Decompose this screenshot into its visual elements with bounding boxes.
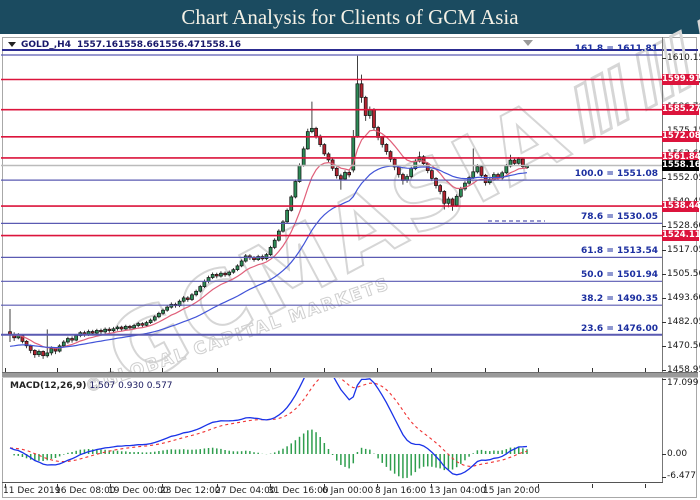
- panel-separator[interactable]: [2, 372, 698, 378]
- time-tick-mark: [110, 484, 111, 488]
- fib-level-label: 50.0 = 1501.94: [580, 270, 658, 281]
- time-tick-label: 13 Jan 04:00: [429, 486, 486, 496]
- resistance-price-tag: 1561.84: [662, 152, 700, 164]
- price-tick-mark: [662, 226, 666, 228]
- macd-tick-mark: [662, 378, 666, 380]
- price-tick-label: 1493.60: [667, 293, 700, 304]
- macd-bottom-border: [2, 482, 663, 483]
- price-tick-mark: [662, 369, 666, 371]
- symbol-label: GOLD_,H4: [21, 40, 71, 50]
- price-tick-label: 1458.95: [667, 364, 700, 375]
- price-axis-line: [662, 37, 663, 483]
- time-tick-mark: [645, 484, 646, 488]
- fib-level-label: 61.8 = 1513.54: [580, 246, 658, 257]
- time-tick-label: 23 Dec 12:00: [160, 486, 221, 496]
- time-tick-mark: [592, 368, 593, 372]
- price-tick-mark: [662, 58, 666, 60]
- time-tick-label: 16 Dec 08:00: [55, 486, 116, 496]
- price-tick-mark: [662, 298, 666, 300]
- price-tick-mark: [662, 130, 666, 132]
- macd-indicator-label: MACD(12,26,9) 1.507 0.930 0.577: [10, 381, 173, 391]
- fib-level-label: 23.6 = 1476.00: [580, 323, 658, 334]
- time-tick-mark: [324, 368, 325, 372]
- price-tick-label: 1528.60: [667, 221, 700, 232]
- price-tick-mark: [662, 250, 666, 252]
- title-bar: Chart Analysis for Clients of GCM Asia: [0, 0, 700, 34]
- price-chart-canvas[interactable]: [0, 50, 662, 372]
- time-tick-mark: [538, 368, 539, 372]
- price-tick-mark: [662, 346, 666, 348]
- price-tick-label: 1517.05: [667, 245, 700, 256]
- price-tick-label: 1470.50: [667, 341, 700, 352]
- time-tick-mark: [538, 484, 539, 488]
- macd-min-label: -6.477: [667, 471, 697, 481]
- time-tick-label: 19 Dec 00:00: [108, 486, 169, 496]
- time-tick-label: 8 Jan 16:00: [375, 486, 427, 496]
- header-separator: [2, 49, 698, 51]
- price-tick-label: 1552.05: [667, 173, 700, 184]
- price-tick-mark: [662, 273, 666, 275]
- resistance-price-tag: 1585.27: [662, 104, 700, 116]
- time-tick-mark: [110, 368, 111, 372]
- macd-tick-mark: [662, 454, 666, 455]
- time-tick-mark: [217, 368, 218, 372]
- time-tick-label: 31 Dec 16:00: [268, 486, 329, 496]
- macd-values: 1.507 0.930 0.577: [89, 381, 173, 391]
- fib-level-label: 100.0 = 1551.08: [574, 169, 658, 180]
- time-tick-mark: [431, 484, 432, 488]
- price-tick-mark: [662, 178, 666, 180]
- time-tick-mark: [592, 484, 593, 488]
- time-tick-label: 15 Jan 20:00: [483, 486, 540, 496]
- ohlc-low: 1556.47: [159, 40, 200, 50]
- ohlc-open: 1557.16: [77, 40, 118, 50]
- time-tick-mark: [645, 368, 646, 372]
- price-tick-label: 1610.15: [667, 53, 700, 64]
- resistance-price-tag: 1572.08: [662, 131, 700, 143]
- chart-shift-marker-icon: [523, 40, 533, 46]
- time-tick-mark: [57, 368, 58, 372]
- time-tick-mark: [377, 368, 378, 372]
- symbol-dropdown-icon[interactable]: [8, 42, 16, 47]
- time-tick-mark: [270, 484, 271, 488]
- macd-tick-mark: [662, 477, 666, 478]
- fib-level-label: 38.2 = 1490.35: [580, 294, 658, 305]
- ohlc-close: 1558.16: [200, 40, 241, 50]
- time-tick-mark: [431, 368, 432, 372]
- time-tick-label: 11 Dec 2019: [3, 486, 61, 496]
- time-tick-mark: [162, 368, 163, 372]
- fib-level-label: 78.6 = 1530.05: [580, 212, 658, 223]
- price-tick-label: 1575.15: [667, 126, 700, 136]
- page-title: Chart Analysis for Clients of GCM Asia: [181, 4, 519, 29]
- time-tick-mark: [324, 484, 325, 488]
- current-price-tag: 1558.16: [662, 160, 700, 171]
- time-tick-mark: [57, 484, 58, 488]
- ohlc-high: 1558.66: [118, 40, 159, 50]
- chart-window: [2, 37, 697, 498]
- resistance-price-tag: 1538.44: [662, 200, 700, 212]
- time-tick-mark: [270, 368, 271, 372]
- time-tick-mark: [377, 484, 378, 488]
- price-tick-label: 1482.05: [667, 317, 700, 328]
- price-tick-label: 1505.50: [667, 268, 700, 279]
- macd-max-label: 17.099: [667, 378, 699, 388]
- macd-zero-label: 0.00: [667, 449, 688, 459]
- macd-name: MACD(12,26,9): [10, 381, 87, 391]
- resistance-price-tag: 1524.11: [662, 230, 700, 242]
- fib-level-label: 161.8 = 1611.81: [574, 43, 658, 54]
- time-tick-mark: [217, 484, 218, 488]
- time-tick-label: 6 Jan 00:00: [322, 486, 374, 496]
- time-tick-mark: [5, 368, 6, 372]
- time-tick-mark: [5, 484, 6, 488]
- time-tick-mark: [485, 484, 486, 488]
- macd-canvas[interactable]: [0, 378, 662, 482]
- time-tick-label: 27 Dec 04:00: [215, 486, 276, 496]
- price-tick-mark: [662, 322, 666, 324]
- time-tick-mark: [162, 484, 163, 488]
- resistance-price-tag: 1599.91: [662, 73, 700, 85]
- time-tick-mark: [485, 368, 486, 372]
